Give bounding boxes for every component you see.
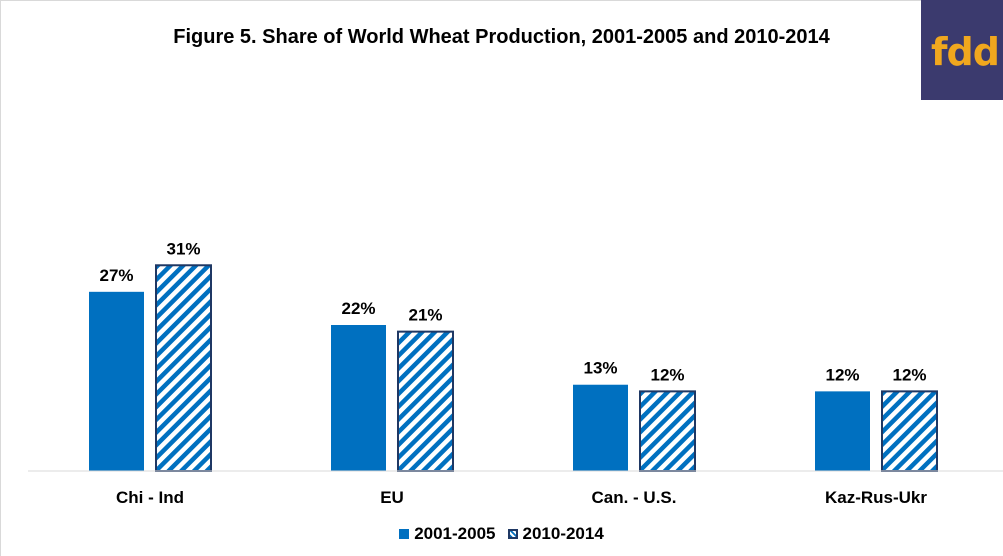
data-label: 13% — [583, 359, 617, 378]
legend-label: 2001-2005 — [414, 524, 496, 543]
data-label: 21% — [408, 306, 442, 325]
legend-item-series-2: 2010-2014 — [507, 524, 604, 544]
bar-series-1 — [331, 325, 386, 471]
data-label: 31% — [166, 239, 200, 258]
data-label: 12% — [892, 365, 926, 384]
chart-title: Figure 5. Share of World Wheat Productio… — [173, 26, 830, 48]
legend-item-series-1: 2001-2005 — [399, 524, 496, 544]
data-label: 12% — [650, 365, 684, 384]
data-label: 12% — [825, 365, 859, 384]
data-label: 22% — [341, 299, 375, 318]
category-label: EU — [380, 488, 404, 507]
category-label: Kaz-Rus-Ukr — [825, 488, 927, 507]
bar-series-1 — [573, 384, 628, 471]
bar-series-1 — [815, 391, 870, 471]
category-label: Chi - Ind — [116, 488, 184, 507]
bar-series-1 — [89, 291, 144, 471]
bar-series-2 — [639, 390, 696, 473]
fdd-logo: fdd — [921, 0, 1003, 100]
legend-swatch-hatched — [507, 529, 518, 539]
bar-series-2 — [397, 330, 454, 472]
legend-label: 2010-2014 — [522, 524, 604, 543]
category-label: Can. - U.S. — [591, 488, 676, 507]
bar-series-2 — [155, 264, 212, 473]
logo-text: fdd — [931, 30, 1000, 74]
legend: 2001-2005 2010-2014 — [0, 524, 1003, 544]
legend-swatch-solid — [399, 529, 410, 539]
bar-series-2 — [881, 390, 938, 473]
data-label: 27% — [99, 266, 133, 285]
